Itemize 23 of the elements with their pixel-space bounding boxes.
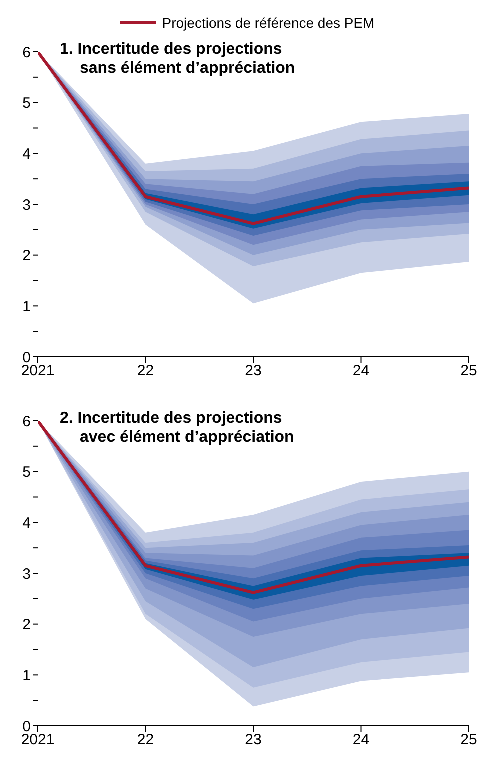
x-tick-label: 23 bbox=[245, 362, 262, 380]
x-tick-label: 25 bbox=[460, 362, 478, 380]
x-tick-label: 25 bbox=[460, 732, 478, 749]
y-tick-label: 1 bbox=[22, 667, 31, 684]
y-tick-label: 3 bbox=[22, 196, 31, 214]
x-tick-label: 23 bbox=[245, 732, 262, 749]
chart-title: 2. Incertitude des projections avec élément d’appréciation bbox=[60, 409, 294, 447]
chart-title: 1. Incertitude des projections sans élément d’appréciation bbox=[60, 40, 296, 78]
y-tick-label: 5 bbox=[22, 464, 31, 482]
y-tick-label: 1 bbox=[22, 298, 31, 316]
x-tick-label: 24 bbox=[352, 732, 370, 749]
x-tick-label: 22 bbox=[137, 362, 154, 380]
legend-label: Projections de référence des PEM bbox=[162, 15, 375, 31]
y-tick-label: 2 bbox=[22, 616, 31, 634]
x-tick-label: 24 bbox=[352, 362, 370, 380]
y-tick-label: 2 bbox=[22, 248, 31, 265]
y-tick-label: 5 bbox=[22, 95, 31, 112]
y-tick-label: 3 bbox=[22, 566, 31, 583]
y-tick-label: 4 bbox=[22, 146, 31, 163]
y-tick-label: 4 bbox=[22, 514, 31, 532]
y-tick-label: 6 bbox=[22, 413, 31, 430]
x-tick-label: 22 bbox=[137, 732, 154, 749]
y-tick-label: 6 bbox=[22, 44, 31, 62]
